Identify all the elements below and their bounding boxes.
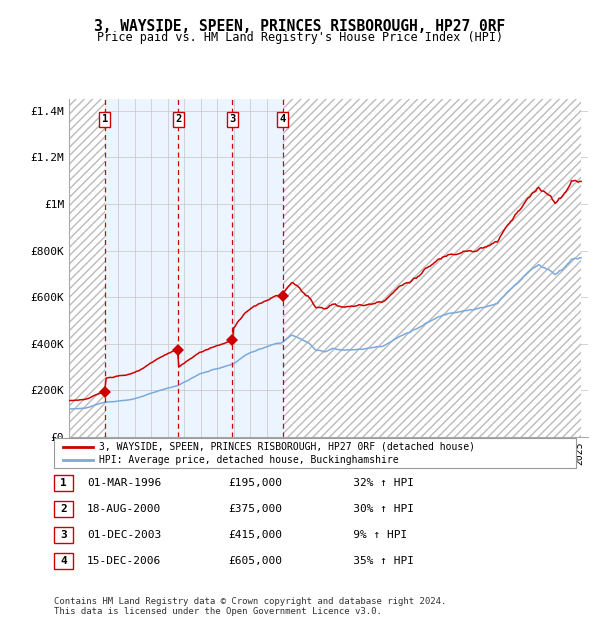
Text: 18-AUG-2000: 18-AUG-2000 bbox=[87, 504, 161, 514]
Bar bbox=[232, 99, 283, 437]
Text: 35% ↑ HPI: 35% ↑ HPI bbox=[333, 556, 414, 566]
Text: 4: 4 bbox=[60, 556, 67, 566]
Text: 01-MAR-1996: 01-MAR-1996 bbox=[87, 478, 161, 488]
Text: This data is licensed under the Open Government Licence v3.0.: This data is licensed under the Open Gov… bbox=[54, 608, 382, 616]
Text: Price paid vs. HM Land Registry's House Price Index (HPI): Price paid vs. HM Land Registry's House … bbox=[97, 31, 503, 44]
Text: 30% ↑ HPI: 30% ↑ HPI bbox=[333, 504, 414, 514]
Text: £375,000: £375,000 bbox=[228, 504, 282, 514]
Text: 1: 1 bbox=[60, 478, 67, 488]
Text: 3, WAYSIDE, SPEEN, PRINCES RISBOROUGH, HP27 0RF: 3, WAYSIDE, SPEEN, PRINCES RISBOROUGH, H… bbox=[94, 19, 506, 33]
Text: 32% ↑ HPI: 32% ↑ HPI bbox=[333, 478, 414, 488]
Text: 3, WAYSIDE, SPEEN, PRINCES RISBOROUGH, HP27 0RF (detached house): 3, WAYSIDE, SPEEN, PRINCES RISBOROUGH, H… bbox=[99, 441, 475, 452]
Text: 15-DEC-2006: 15-DEC-2006 bbox=[87, 556, 161, 566]
Text: £605,000: £605,000 bbox=[228, 556, 282, 566]
Text: 01-DEC-2003: 01-DEC-2003 bbox=[87, 530, 161, 540]
Bar bbox=[178, 99, 232, 437]
Text: £195,000: £195,000 bbox=[228, 478, 282, 488]
Bar bbox=[105, 99, 178, 437]
Text: 4: 4 bbox=[280, 115, 286, 125]
Text: 3: 3 bbox=[60, 530, 67, 540]
Text: 9% ↑ HPI: 9% ↑ HPI bbox=[333, 530, 407, 540]
Text: 3: 3 bbox=[229, 115, 236, 125]
Text: 2: 2 bbox=[60, 504, 67, 514]
Text: £415,000: £415,000 bbox=[228, 530, 282, 540]
Text: 2: 2 bbox=[175, 115, 181, 125]
Text: HPI: Average price, detached house, Buckinghamshire: HPI: Average price, detached house, Buck… bbox=[99, 454, 398, 465]
Text: Contains HM Land Registry data © Crown copyright and database right 2024.: Contains HM Land Registry data © Crown c… bbox=[54, 597, 446, 606]
Text: 1: 1 bbox=[101, 115, 108, 125]
